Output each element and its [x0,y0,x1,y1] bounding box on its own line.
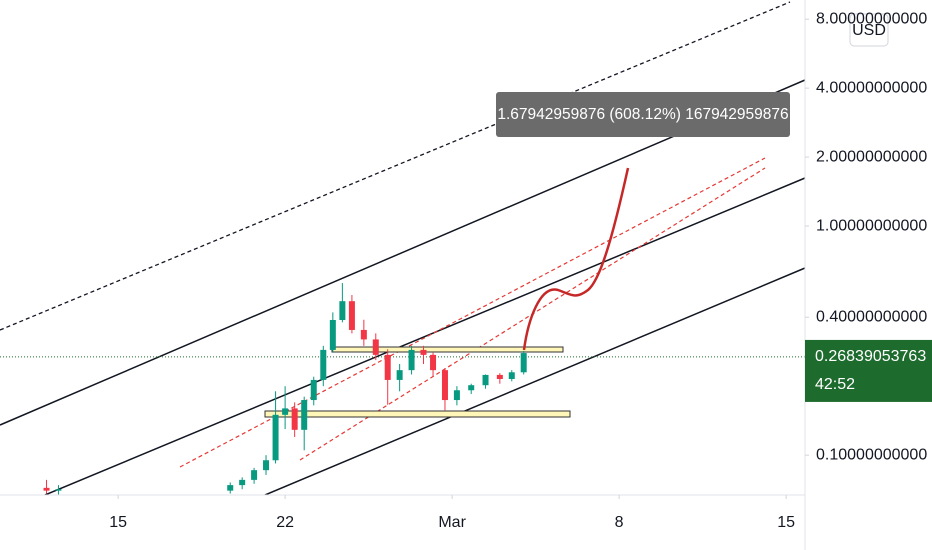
channel-line [0,1,791,331]
candle-body [251,470,258,480]
currency-button[interactable] [849,13,889,47]
candle-body [360,329,367,340]
candle-body [329,320,336,350]
last-price-label: 0.26839053763 [815,348,926,365]
y-tick-label: 0.40000000000 [816,308,927,325]
y-tick-label: 8.00000000000 [816,10,927,27]
last-price-box [805,339,932,402]
x-tick-label: 8 [615,514,624,531]
candle-body [339,301,346,321]
channel-line [264,267,805,495]
candle-body [227,485,234,491]
candle-body [520,353,527,373]
projection-curve [522,167,630,351]
currency-label[interactable]: USD [852,22,886,39]
candle-body [372,339,379,355]
candle-body [239,479,246,486]
candle-body [320,349,327,380]
candle-body [453,390,460,401]
x-tick-label: Mar [438,514,466,531]
candle-body [441,370,448,401]
candle-body [348,301,355,330]
x-tick-label: 15 [109,514,127,531]
candle-body [291,408,298,430]
candle-body [301,400,308,430]
candle-body [496,374,503,379]
candle-body [430,354,437,371]
candles [43,283,527,495]
channel-line [44,177,805,495]
zone-rectangle [331,346,564,353]
candle-body [43,487,50,491]
candle-body [55,489,62,491]
candle-body [408,349,415,371]
candle-body [384,354,391,380]
y-tick-label: 1.00000000000 [816,217,927,234]
candle-body [420,349,427,355]
annotation-box [496,92,790,137]
x-tick-label: 15 [777,514,795,531]
y-tick-label: 2.00000000000 [816,148,927,165]
candle-body [482,374,489,386]
candle-body [508,372,515,379]
y-tick-label: 4.00000000000 [816,79,927,96]
annotation-text: 1.67942959876 (608.12%) 167942959876 [497,106,788,123]
x-tick-label: 22 [276,514,294,531]
candle-body [396,370,403,380]
zone-rectangle [264,410,571,418]
candle-body [272,414,279,461]
channel-line [179,157,766,468]
channel-line [0,79,805,426]
candle-body [263,460,270,471]
candle-body [282,408,289,415]
candle-body [468,385,475,391]
plot-area: 1.67942959876 (608.12%) 167942959876 [0,1,805,495]
y-tick-label: 0.10000000000 [816,446,927,463]
countdown-label: 42:52 [815,376,855,393]
candle-body [310,379,317,401]
